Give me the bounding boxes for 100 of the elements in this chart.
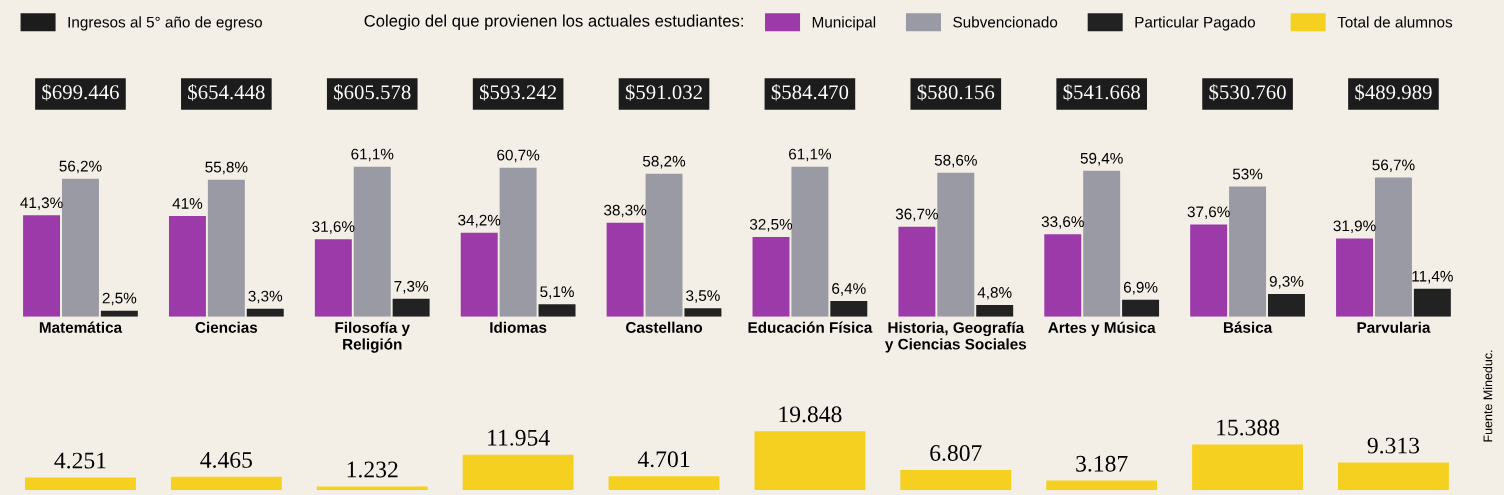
bar [207,179,245,317]
data-label: 2,5% [102,292,137,306]
data-label: 32,5% [749,218,793,232]
bar [1338,462,1449,491]
bar [976,305,1014,317]
bar [1374,177,1412,317]
data-label: 7,3% [394,280,429,294]
bar [898,226,936,317]
data-label: 58,2% [642,155,686,169]
bar [1229,186,1267,317]
data-label: 33,6% [1041,216,1084,229]
legend-label: Subvencionado [953,16,1058,28]
x-tick-label: Básica [1223,321,1273,333]
bar [61,178,99,317]
data-label: 41,3% [20,197,63,210]
bar [1044,234,1082,317]
x-tick-label: Filosofía y Religión [335,321,410,353]
data-label: $580.156 [917,83,995,101]
data-label: 38,3% [604,204,647,218]
data-label: 61,1% [351,148,394,162]
bar [606,222,644,317]
bar [23,215,61,317]
data-label: 4.701 [637,451,690,468]
data-label: 6.807 [930,444,982,462]
bar [645,173,683,317]
x-tick-label: Matemática [39,321,123,333]
x-tick-label: Idiomas [490,321,547,333]
data-label: 11,4% [1412,270,1453,284]
bar [937,172,975,317]
data-label: $584.470 [771,83,849,101]
data-label: 36,7% [895,208,939,222]
bar [1046,480,1158,491]
data-label: 19.848 [779,406,842,423]
data-label: 56,2% [59,160,102,174]
data-label: 4.251 [54,452,106,469]
data-label: 3,3% [248,290,283,304]
bar [684,308,722,317]
bar [752,236,790,317]
x-tick-label: Parvularia [1357,321,1431,333]
data-label: 6,4% [832,283,866,296]
bar [608,476,720,491]
data-label: 5,1% [540,286,574,299]
data-label: 9.313 [1367,437,1420,454]
legend-label: Ingresos al 5° año de egreso [68,16,262,31]
bar [1413,288,1451,317]
data-label: 60,7% [497,149,540,163]
bar [900,469,1012,491]
data-label: 15.388 [1217,419,1280,436]
data-label: 4,8% [977,287,1012,300]
data-label: 11.954 [488,429,550,446]
x-tick-label: Ciencias [195,321,258,333]
data-label: 31,6% [312,221,355,234]
bar [462,454,574,491]
x-tick-label: Historia, Geografía y Ciencias Sociales [885,321,1027,353]
data-label: 34,2% [458,214,501,228]
data-label: 55,8% [205,161,248,175]
data-label: 1.232 [347,461,398,478]
data-label: 56,7% [1372,159,1415,173]
bar [1083,170,1121,317]
bar [791,166,829,317]
bar [460,232,498,317]
bar [1122,299,1160,317]
bar [392,298,430,317]
data-label: 61,1% [789,148,832,162]
data-label: $541.668 [1063,83,1140,101]
legend-label: Particular Pagado [1135,16,1256,31]
data-label: 6,9% [1123,281,1158,295]
bar [1192,444,1304,491]
data-label: $593.242 [479,83,557,101]
bar [499,167,537,317]
data-label: 41% [172,198,203,209]
bar [754,431,866,491]
bar [1336,238,1374,317]
data-label: $605.578 [334,83,411,101]
data-label: 3,5% [686,290,720,303]
legend-title: Colegio del que provienen los actuales estudiantes: [364,14,743,31]
bar [1267,293,1305,317]
bar [1190,224,1228,317]
bar [170,476,282,491]
bar [314,239,352,317]
data-label: 37,6% [1187,206,1230,220]
data-label: 3.187 [1076,455,1128,472]
data-label: 53% [1232,168,1263,180]
source-note: Fuente Mineduc. [1483,350,1493,442]
data-label: 9,3% [1269,275,1304,289]
bar [25,477,136,491]
data-label: $699.446 [42,83,119,101]
data-label: $489.989 [1355,83,1432,101]
x-tick-label: Educación Física [748,321,873,333]
data-label: $591.032 [625,83,702,101]
bar [538,304,576,317]
x-tick-label: Castellano [626,321,703,333]
data-label: 4.465 [200,452,252,468]
data-label: $654.448 [188,83,265,101]
data-label: $530.760 [1209,83,1286,101]
bar [353,166,391,317]
legend-label: Total de alumnos [1337,16,1453,28]
bar [316,486,428,491]
x-tick-label: Artes y Música [1048,321,1156,337]
legend-label: Municipal [812,16,876,31]
